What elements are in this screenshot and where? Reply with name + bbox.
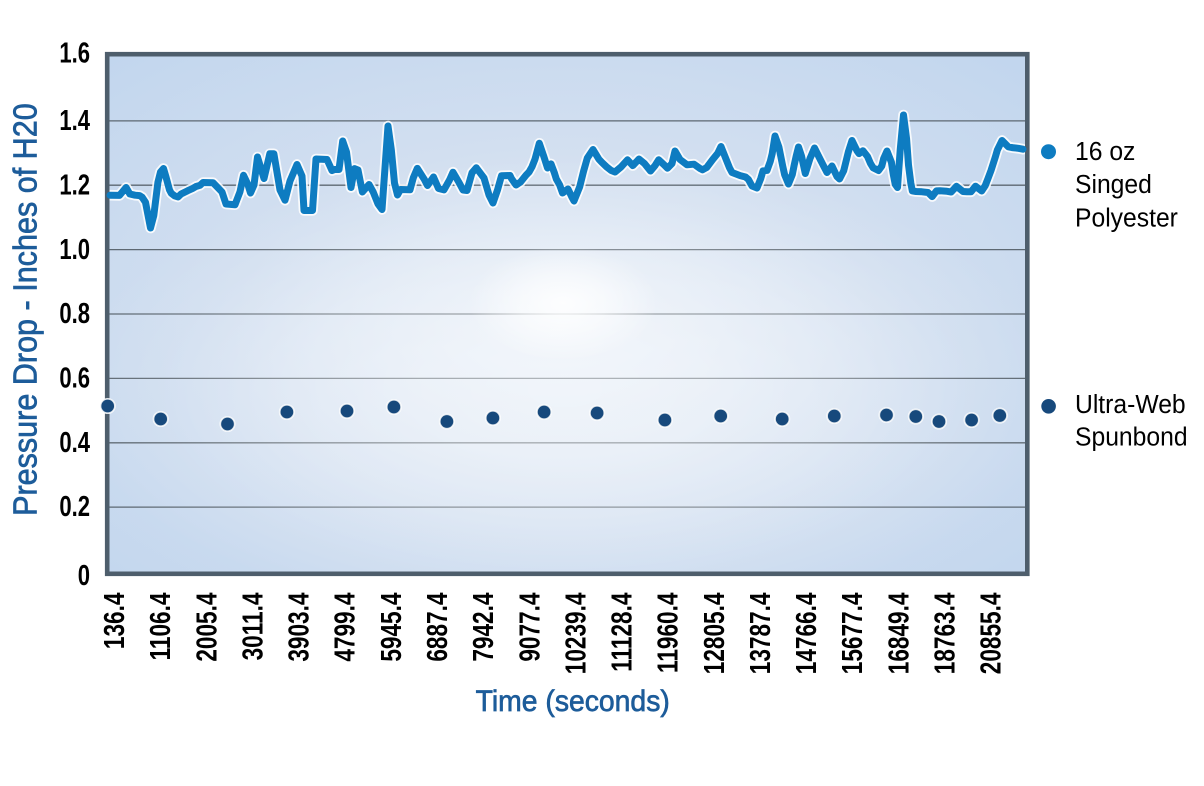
svg-text:18763.4: 18763.4 [928, 592, 961, 674]
svg-text:Singed: Singed [1075, 170, 1152, 199]
svg-text:0: 0 [78, 560, 90, 592]
svg-text:1.4: 1.4 [59, 105, 90, 137]
svg-text:4799.4: 4799.4 [328, 592, 361, 662]
svg-text:7942.4: 7942.4 [466, 592, 499, 662]
svg-text:13787.4: 13787.4 [743, 592, 776, 674]
svg-text:0.2: 0.2 [59, 491, 90, 523]
svg-text:16849.4: 16849.4 [882, 592, 915, 674]
svg-text:12805.4: 12805.4 [697, 592, 730, 674]
svg-text:Time (seconds): Time (seconds) [476, 685, 670, 718]
svg-text:11128.4: 11128.4 [605, 592, 638, 672]
svg-text:9077.4: 9077.4 [513, 592, 546, 662]
svg-text:5945.4: 5945.4 [374, 592, 407, 662]
svg-text:1.2: 1.2 [59, 170, 90, 202]
svg-text:3903.4: 3903.4 [282, 592, 315, 662]
svg-text:10239.4: 10239.4 [559, 592, 592, 674]
svg-text:0.8: 0.8 [59, 298, 90, 330]
svg-text:1106.4: 1106.4 [143, 592, 176, 660]
svg-text:15677.4: 15677.4 [835, 592, 868, 674]
svg-text:Ultra-Web: Ultra-Web [1075, 390, 1186, 419]
svg-text:0.4: 0.4 [59, 427, 90, 459]
svg-text:16 oz: 16 oz [1075, 137, 1135, 166]
svg-text:1.0: 1.0 [59, 234, 90, 266]
svg-text:Polyester: Polyester [1075, 204, 1178, 233]
svg-text:11960.4: 11960.4 [651, 592, 684, 673]
svg-text:20855.4: 20855.4 [974, 592, 1007, 674]
svg-text:Pressure Drop - Inches of H20: Pressure Drop - Inches of H20 [6, 103, 43, 516]
svg-text:1.6: 1.6 [59, 38, 90, 70]
svg-text:2005.4: 2005.4 [190, 592, 223, 662]
svg-text:3011.4: 3011.4 [236, 592, 269, 660]
svg-text:0.6: 0.6 [59, 363, 90, 395]
svg-text:14766.4: 14766.4 [789, 592, 822, 674]
svg-text:136.4: 136.4 [97, 592, 130, 649]
svg-text:6887.4: 6887.4 [420, 592, 453, 662]
svg-text:Spunbond: Spunbond [1075, 423, 1188, 452]
